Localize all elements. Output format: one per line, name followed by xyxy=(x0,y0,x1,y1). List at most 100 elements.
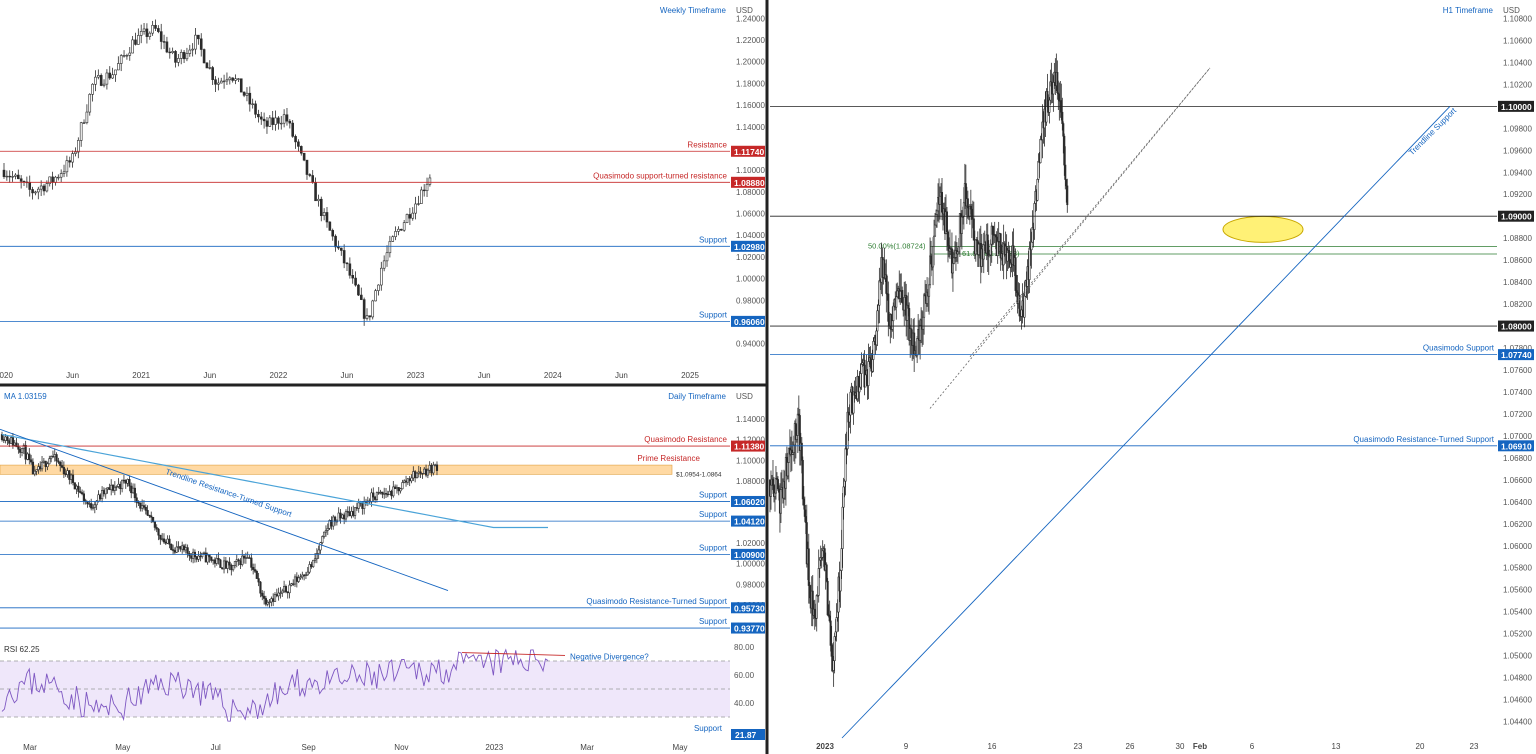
candle-body xyxy=(869,357,872,365)
x-tick-label: 2023 xyxy=(816,742,834,751)
weekly-chart[interactable]: 1.24000 1.22000 1.20000 1.18000 1.16000 1.140… xyxy=(0,6,765,380)
h1-chart[interactable]: 50.00%(1.08724)61.80%(1.08683)1.108001.1… xyxy=(761,0,1534,751)
candle-body xyxy=(222,80,226,83)
level-label: Support xyxy=(699,543,728,552)
candle-body xyxy=(42,460,45,463)
level-price-tag xyxy=(731,548,765,560)
candle-body xyxy=(359,294,363,300)
candle-body xyxy=(291,122,294,137)
candle-body xyxy=(234,78,237,81)
candle-body xyxy=(142,28,146,32)
candle-body xyxy=(1065,179,1068,187)
candle-body xyxy=(417,471,420,474)
x-tick-label: 23 xyxy=(1470,742,1479,751)
candle-body xyxy=(829,620,832,646)
y-tick-label: 1.04600 xyxy=(1503,696,1532,705)
candle-body xyxy=(139,31,143,36)
candle-body xyxy=(334,235,337,248)
candle-body xyxy=(185,53,189,60)
candle-body xyxy=(174,51,177,63)
level-price-tag xyxy=(731,602,765,614)
level-label: Quasimodo support-turned resistance xyxy=(593,171,727,180)
candle-body xyxy=(285,114,289,122)
candle-body xyxy=(801,459,804,500)
candle-body xyxy=(217,82,220,85)
x-tick-label: Jun xyxy=(478,371,491,380)
candle-body xyxy=(257,113,260,118)
rsi-indicator[interactable]: Negative Divergence? RSI 62.25 80.00 60.00 4… xyxy=(0,643,765,740)
candle-body xyxy=(771,478,774,486)
candle-body xyxy=(88,503,91,505)
candle-body xyxy=(45,183,49,192)
candle-body xyxy=(282,586,286,592)
candle-body xyxy=(1050,81,1053,87)
candle-body xyxy=(362,299,366,319)
candle-body xyxy=(323,531,326,537)
x-tick-label: 26 xyxy=(1126,742,1135,751)
candle-body xyxy=(288,584,291,594)
level-price-tag-text: 1.10000 xyxy=(1501,102,1532,112)
candle-body xyxy=(168,51,172,54)
candle-body xyxy=(245,92,249,96)
level-price-tag-text: 1.08880 xyxy=(734,178,765,188)
x-tick-label: 2020 xyxy=(0,371,13,380)
candle-body xyxy=(414,471,417,479)
divergence-line xyxy=(461,652,566,656)
y-tick-label: 1.08000 xyxy=(736,188,765,197)
level-price-tag-text: 0.96060 xyxy=(734,317,765,327)
candle-body xyxy=(279,592,282,595)
currency-label: USD xyxy=(736,6,753,15)
rsi-support-label: Support xyxy=(694,724,723,733)
divergence-annotation: Negative Divergence? xyxy=(570,653,649,662)
candle-body xyxy=(192,551,195,559)
y-tick-label: 1.10000 xyxy=(736,456,765,465)
candle-body xyxy=(53,454,56,458)
candle-body xyxy=(936,210,939,215)
candle-body xyxy=(124,480,127,484)
candle-body xyxy=(179,546,182,550)
candle-body xyxy=(55,454,58,462)
rsi-support-tag xyxy=(731,729,765,740)
candle-body xyxy=(259,116,263,120)
candle-body xyxy=(377,284,380,291)
candle-body xyxy=(332,516,335,527)
y-tick-label: 1.08600 xyxy=(1503,256,1532,265)
candle-body xyxy=(901,290,904,303)
candle-body xyxy=(384,493,388,495)
candle-body xyxy=(79,122,83,141)
candle-body xyxy=(982,244,985,260)
candle-body xyxy=(394,486,397,490)
candle-body xyxy=(94,76,97,85)
candle-body xyxy=(131,39,134,54)
candle-body xyxy=(75,485,78,490)
candle-body xyxy=(64,473,67,475)
candle-body xyxy=(80,492,84,495)
candle-body xyxy=(321,536,324,544)
candle-body xyxy=(972,218,975,241)
candle-body xyxy=(241,555,244,565)
candle-body xyxy=(161,538,164,540)
candle-body xyxy=(50,456,53,460)
level-label: Quasimodo Support xyxy=(1423,344,1495,353)
y-tick-label: 1.24000 xyxy=(736,14,765,23)
candle-body xyxy=(326,528,329,531)
candle-body xyxy=(397,487,400,492)
candle-body xyxy=(348,263,352,276)
candle-body xyxy=(226,561,229,569)
candle-body xyxy=(31,461,35,475)
candle-body xyxy=(377,492,380,494)
y-tick-label: 1.02000 xyxy=(736,253,765,262)
y-tick-label: 1.18000 xyxy=(736,79,765,88)
candle-body xyxy=(843,480,846,488)
candle-body xyxy=(265,120,269,127)
x-tick-label: 6 xyxy=(1250,742,1255,751)
candle-body xyxy=(804,516,807,523)
candle-body xyxy=(82,493,85,501)
candle-body xyxy=(957,246,960,253)
candle-body xyxy=(165,41,169,53)
candle-body xyxy=(128,479,131,487)
x-tick-label: Jun xyxy=(66,371,79,380)
candle-body xyxy=(986,234,989,256)
candle-body xyxy=(1007,250,1010,254)
